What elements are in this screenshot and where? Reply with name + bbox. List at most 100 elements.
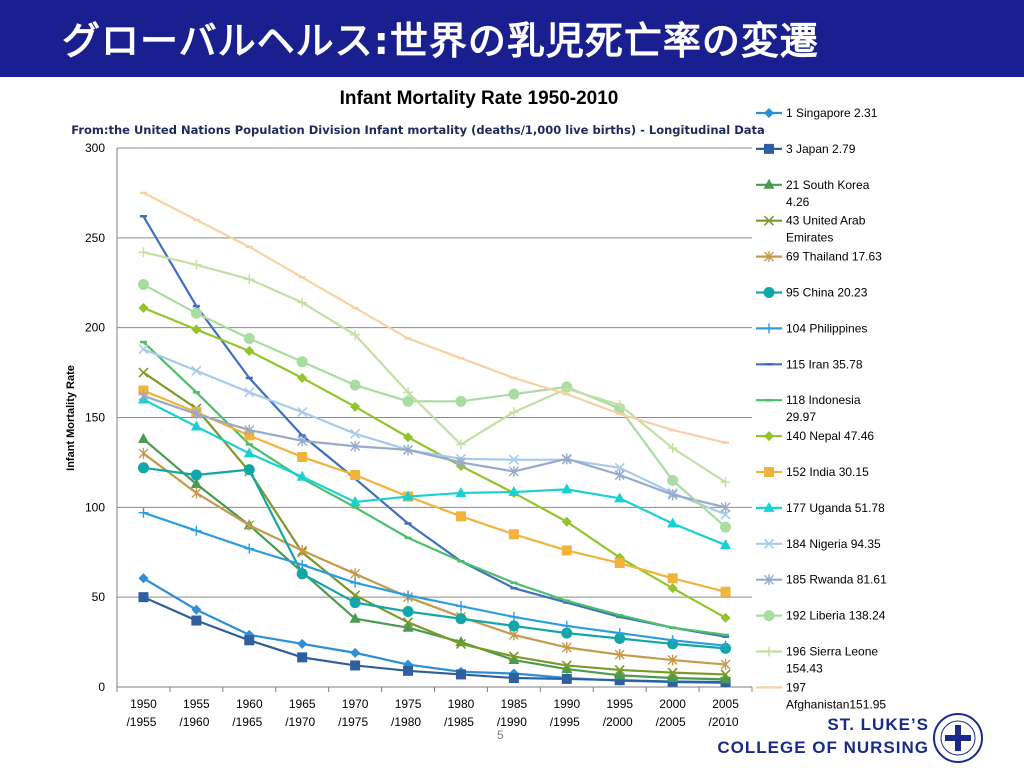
series-line xyxy=(143,348,726,516)
series-line xyxy=(142,438,726,681)
data-point xyxy=(720,640,731,651)
legend-entry: 140 Nepal 47.46 xyxy=(756,429,874,443)
legend-label: 197 Afghanistan151.95 xyxy=(786,680,886,711)
data-point xyxy=(614,399,625,410)
legend-label: 43 United Arab Emirates xyxy=(786,214,866,245)
data-point xyxy=(191,487,202,499)
y-axis: 0 50 100 150 200 250 300 xyxy=(85,141,118,694)
data-point xyxy=(720,659,731,671)
series-line xyxy=(142,398,726,547)
data-point xyxy=(720,669,731,680)
data-point xyxy=(614,492,626,503)
data-point xyxy=(138,367,149,378)
x-tick-label: /1975 xyxy=(338,715,368,729)
data-point xyxy=(349,379,361,391)
legend-entry: 21 South Korea 4.26 xyxy=(756,178,870,209)
legend-entry: 185 Rwanda 81.61 xyxy=(756,573,887,587)
data-point xyxy=(349,612,361,623)
legend-label: 192 Liberia 138.24 xyxy=(786,609,886,623)
data-point xyxy=(614,649,625,661)
series-11 xyxy=(137,393,732,550)
series-15 xyxy=(138,247,731,488)
legend-label: 69 Thailand 17.63 xyxy=(786,250,882,264)
data-point xyxy=(244,424,255,436)
data-point xyxy=(349,495,361,506)
data-point xyxy=(403,387,414,398)
data-point xyxy=(561,516,572,527)
data-point xyxy=(191,324,202,335)
series-10 xyxy=(138,385,731,597)
legend-marker xyxy=(764,251,774,263)
data-point xyxy=(508,454,519,465)
legend-entry: 104 Philippines xyxy=(756,321,867,335)
y-tick-label: 100 xyxy=(85,500,105,514)
data-point xyxy=(297,435,308,447)
x-tick-label: 1965 xyxy=(289,697,316,711)
data-point xyxy=(350,469,361,480)
legend-label: 140 Nepal 47.46 xyxy=(786,429,874,443)
data-point xyxy=(350,401,361,412)
data-point xyxy=(403,444,414,456)
legend-marker xyxy=(763,610,775,622)
data-point xyxy=(402,395,414,407)
legend-entry: 95 China 20.23 xyxy=(756,286,868,300)
series-line xyxy=(142,191,726,444)
data-point xyxy=(667,635,678,646)
x-tick-label: 1950 xyxy=(130,697,157,711)
data-point xyxy=(402,606,414,618)
data-point xyxy=(138,447,149,459)
legend: 1 Singapore 2.31 3 Japan 2.79 21 South Kor… xyxy=(756,106,887,711)
y-tick-label: 200 xyxy=(85,321,105,335)
legend-label: 118 Indonesia 29.97 xyxy=(786,393,861,424)
legend-label: 1 Singapore 2.31 xyxy=(786,106,878,120)
legend-label: 104 Philippines xyxy=(786,321,867,335)
data-point xyxy=(190,477,202,488)
legend-marker xyxy=(764,646,774,657)
data-point xyxy=(296,470,308,481)
legend-marker xyxy=(764,108,774,118)
data-point xyxy=(720,586,731,597)
data-point xyxy=(244,387,255,398)
brand-name: ST. LUKE’S COLLEGE OF NURSING xyxy=(717,713,929,759)
x-tick-label: /2005 xyxy=(656,715,686,729)
data-point xyxy=(191,525,202,536)
data-point xyxy=(667,474,679,486)
legend-label: 177 Uganda 51.78 xyxy=(786,501,885,515)
data-point xyxy=(297,452,308,463)
data-point xyxy=(561,453,572,465)
data-point xyxy=(455,638,467,649)
data-point xyxy=(561,673,572,684)
legend-entry: 115 Iran 35.78 xyxy=(756,357,863,371)
data-point xyxy=(243,447,255,458)
data-point xyxy=(244,635,255,646)
data-point xyxy=(561,660,572,671)
legend-marker xyxy=(764,143,774,154)
data-point xyxy=(508,486,520,497)
series-line xyxy=(143,511,726,647)
x-tick-label: 1970 xyxy=(342,697,369,711)
data-point xyxy=(244,543,255,554)
college-seal-icon xyxy=(933,713,983,763)
legend-label: 3 Japan 2.79 xyxy=(786,142,856,156)
data-point xyxy=(720,539,732,550)
series-line xyxy=(142,341,726,636)
data-point xyxy=(137,433,149,444)
data-point xyxy=(350,660,361,671)
data-point xyxy=(296,568,308,580)
data-point xyxy=(455,613,467,625)
y-tick-label: 250 xyxy=(85,231,105,245)
legend-label: 185 Rwanda 81.61 xyxy=(786,573,887,587)
data-point xyxy=(297,544,308,556)
data-point xyxy=(561,483,573,494)
data-point xyxy=(508,388,520,400)
data-point xyxy=(455,456,466,468)
data-point xyxy=(561,627,573,639)
data-point xyxy=(455,439,466,450)
data-point xyxy=(455,486,467,497)
x-axis: 1950/1955 1955/1960 1960/1965 1965/1970 1970… xyxy=(116,687,753,729)
data-point xyxy=(508,654,520,665)
data-point xyxy=(667,517,679,528)
data-point xyxy=(508,407,519,418)
series-9 xyxy=(138,302,731,623)
x-tick-label: 1995 xyxy=(606,697,633,711)
